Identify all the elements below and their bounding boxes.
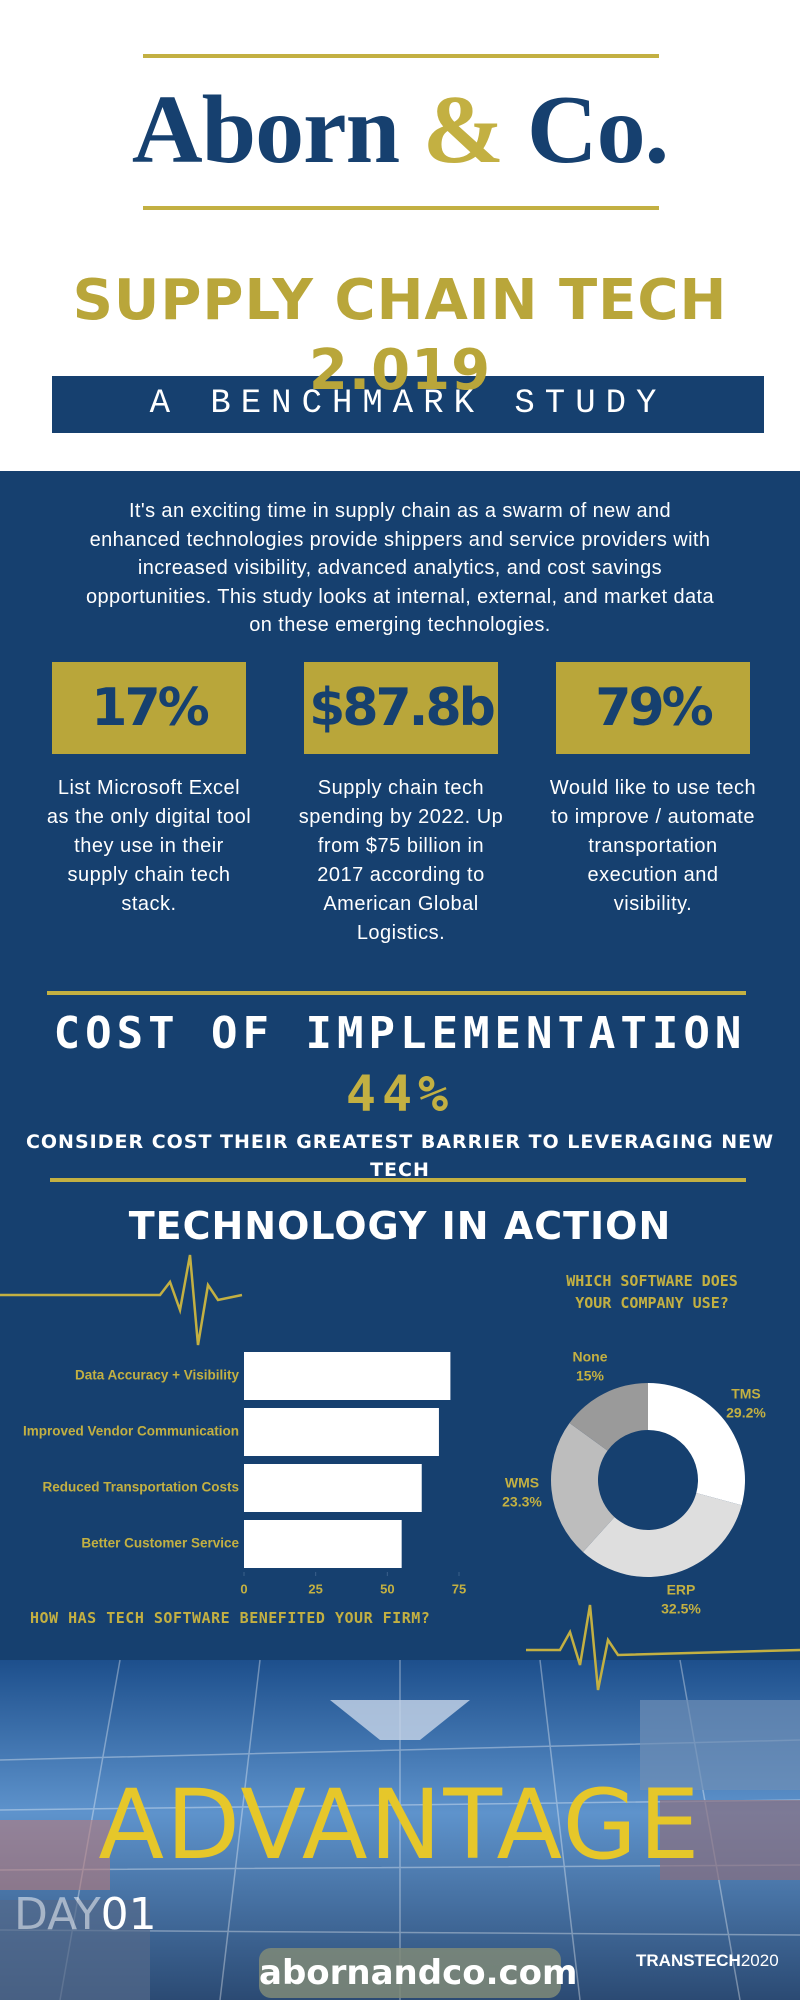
- slice-value-label: 15%: [576, 1368, 605, 1384]
- brand-name: Aborn: [131, 76, 400, 184]
- day-number: 01: [100, 1889, 157, 1940]
- bar: [244, 1408, 439, 1456]
- pie-chart-title: WHICH SOFTWARE DOES YOUR COMPANY USE?: [566, 1272, 738, 1312]
- event-year: 2020: [740, 1951, 779, 1970]
- subtitle-band: [52, 376, 764, 433]
- divider: [47, 991, 746, 995]
- slice-category: TMS: [731, 1386, 761, 1402]
- stat-description: Would like to use tech to improve / auto…: [549, 777, 757, 915]
- category-label: Reduced Transportation Costs: [42, 1480, 239, 1495]
- heartbeat-line: [526, 1604, 800, 1691]
- section-title: TECHNOLOGY IN ACTION: [128, 1204, 672, 1248]
- stat-description: List Microsoft Excel as the only digital…: [46, 777, 252, 915]
- stat-value: 79%: [556, 662, 750, 754]
- pie-slice: [648, 1383, 745, 1506]
- x-tick-label: 75: [452, 1581, 466, 1596]
- event-name: TRANSTECH: [636, 1951, 741, 1970]
- footer-headline: ADVANTAGE: [98, 1769, 702, 1881]
- category-label: Improved Vendor Communication: [23, 1424, 239, 1439]
- x-tick-label: 0: [240, 1581, 247, 1596]
- slice-value-label: 32.5%: [661, 1601, 701, 1617]
- heartbeat-line: [0, 1254, 243, 1346]
- pie-slice: [551, 1422, 615, 1552]
- stat-value: 17%: [52, 662, 246, 754]
- pie-slice: [569, 1383, 648, 1451]
- subtitle: A BENCHMARK STUDY: [149, 385, 667, 423]
- day-label: DAY: [14, 1889, 101, 1940]
- brand-suffix: Co.: [526, 76, 669, 184]
- slice-category: None: [573, 1349, 608, 1365]
- x-tick-label: 25: [308, 1581, 322, 1596]
- logo: Aborn & Co.: [0, 70, 800, 190]
- website-pill: [259, 1948, 561, 1998]
- title: SUPPLY CHAIN TECH 2.019: [72, 268, 728, 403]
- bar: [244, 1464, 422, 1512]
- stat-value: $87.8b: [304, 662, 498, 754]
- stat-description: Supply chain tech spending by 2022. Up f…: [298, 777, 504, 944]
- cost-value: 44%: [345, 1065, 455, 1123]
- event-logo: TRANSTECH2020: [636, 1948, 796, 1974]
- bar-chart-title: HOW HAS TECH SOFTWARE BENEFITED YOUR FIR…: [30, 1609, 431, 1627]
- cost-caption: CONSIDER COST THEIR GREATEST BARRIER TO …: [25, 1131, 775, 1181]
- divider: [143, 54, 659, 58]
- cost-title: COST OF IMPLEMENTATION: [53, 1008, 747, 1059]
- slice-value-label: 29.2%: [726, 1405, 766, 1421]
- slice-category: WMS: [505, 1475, 539, 1491]
- containers: [0, 1700, 800, 2000]
- category-label: Data Accuracy + Visibility: [75, 1368, 239, 1383]
- slice-category: ERP: [667, 1582, 696, 1598]
- ampersand: &: [422, 76, 505, 184]
- divider: [143, 206, 659, 210]
- divider: [50, 1178, 746, 1182]
- day-badge: DAY01: [14, 1890, 157, 1940]
- bar: [244, 1520, 402, 1568]
- pie-slice: [582, 1493, 742, 1578]
- intro: It's an exciting time in supply chain as…: [86, 500, 714, 636]
- slice-value-label: 23.3%: [502, 1494, 542, 1510]
- x-tick-label: 50: [380, 1581, 394, 1596]
- website[interactable]: abornandco.com: [259, 1953, 578, 1993]
- bar: [244, 1352, 451, 1400]
- category-label: Better Customer Service: [81, 1536, 239, 1551]
